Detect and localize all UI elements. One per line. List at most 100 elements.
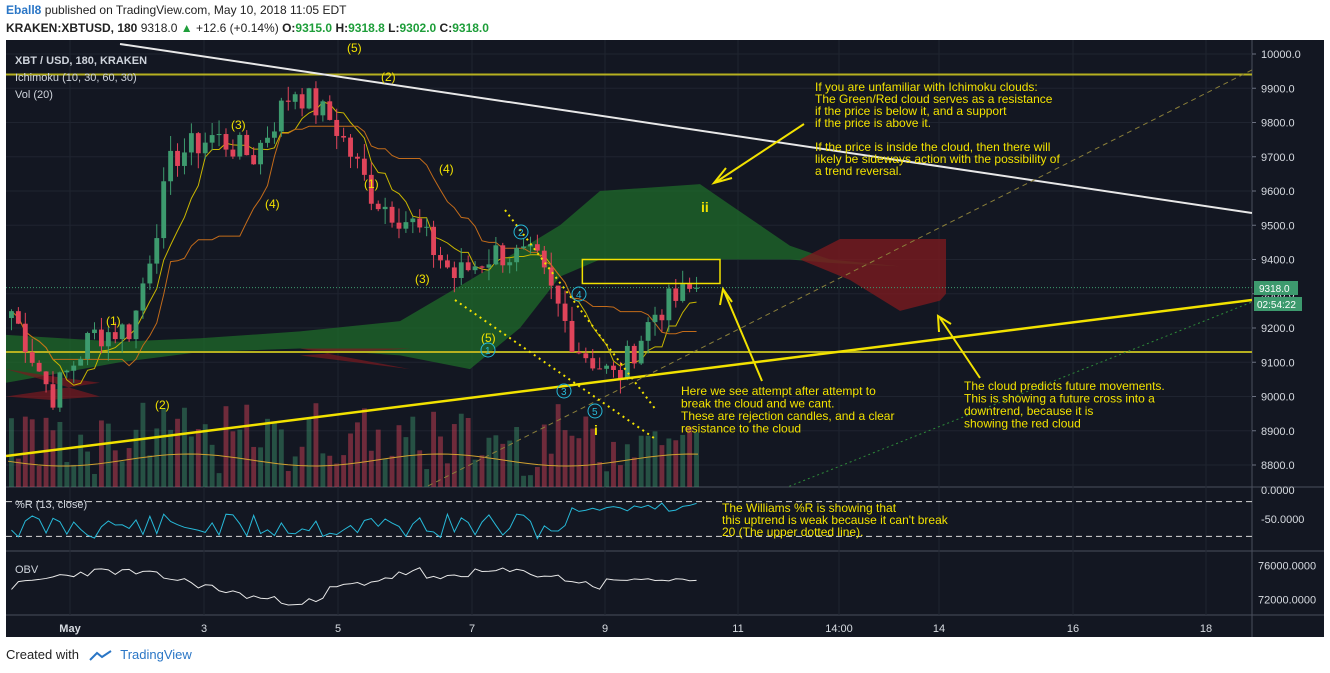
arrow-line: [715, 123, 805, 183]
candle-body: [534, 244, 540, 251]
circle-marker: [513, 224, 529, 240]
candle-body: [182, 152, 187, 166]
volume-bar: [514, 427, 520, 487]
candle-body: [659, 314, 665, 321]
up-arrow-icon: ▲: [180, 21, 193, 35]
volume-bar: [154, 428, 160, 487]
volume-bar: [188, 436, 194, 487]
candle-body: [147, 263, 153, 284]
wave-label: 2: [518, 228, 524, 239]
volume-bar: [278, 429, 284, 487]
volume-bar: [576, 438, 582, 487]
candle-body: [500, 245, 506, 266]
x-tick-label: May: [59, 623, 81, 635]
volume-bar: [396, 425, 402, 487]
volume-bar: [223, 406, 229, 487]
y-tick-label: 10000.0: [1261, 49, 1301, 61]
price-badge: [1254, 281, 1298, 295]
volume-bar: [638, 435, 644, 487]
volume-bar: [562, 430, 568, 487]
arrow-line: [939, 317, 981, 379]
wave-label: (1): [364, 177, 379, 191]
candle-body: [57, 372, 63, 408]
annotation-line: this uptrend is weak because it can't br…: [722, 513, 949, 527]
volume-bar: [645, 435, 651, 487]
low-label: L:: [388, 21, 400, 35]
volume-bar: [375, 429, 381, 487]
volume-bar: [368, 450, 374, 487]
volume-bar: [493, 435, 499, 487]
volume-bar: [687, 426, 693, 487]
volume-bar: [50, 430, 56, 487]
y-tick-label: 9900.0: [1261, 83, 1295, 95]
footer-brand[interactable]: TradingView: [120, 647, 192, 662]
obv-tick-label: 76000.0000: [1258, 560, 1316, 572]
open-label: O:: [282, 21, 296, 35]
candle-body: [348, 137, 353, 157]
candle-body: [507, 262, 513, 266]
williams-r-pane: 0.0000 -50.0000: [6, 485, 1304, 540]
candle-body: [175, 150, 180, 166]
volume-bar: [624, 444, 630, 487]
candle-body: [50, 384, 56, 408]
volume-bar: [244, 404, 250, 487]
candle-body: [140, 283, 146, 311]
rejection-box[interactable]: [581, 258, 721, 285]
circle-marker: [480, 342, 496, 358]
volume-bar: [355, 422, 360, 487]
annotation-line: This is showing a future cross into a: [964, 392, 1155, 406]
wave-label: (4): [439, 162, 454, 176]
arrow-line: [723, 290, 763, 382]
candle-body: [666, 288, 672, 321]
candle-body: [216, 134, 222, 136]
volume-bar: [92, 473, 97, 487]
wave-label: (1): [106, 314, 121, 328]
y-tick-label: 9100.0: [1261, 357, 1295, 369]
circle-marker: [571, 286, 587, 302]
candle-body: [292, 94, 298, 102]
volume-bar: [292, 456, 298, 487]
volume-bar: [202, 424, 208, 487]
volume-bar: [126, 448, 132, 487]
candle-body: [590, 358, 596, 369]
annotation-ichimoku: If you are unfamiliar with Ichimoku clou…: [815, 80, 1060, 178]
author-name[interactable]: Eball8: [6, 3, 42, 17]
candle-body: [631, 345, 637, 364]
volume-bar: [15, 458, 21, 487]
candle-body: [403, 222, 409, 229]
legend-vol: Vol (20): [15, 89, 53, 101]
volume-bar: [659, 445, 665, 487]
candle-body: [514, 248, 520, 263]
cloud-red: [6, 369, 100, 400]
resistance-trendline[interactable]: [119, 43, 1252, 214]
candle-body: [465, 262, 471, 271]
candle-body: [479, 266, 485, 268]
candle-body: [92, 329, 97, 334]
support-trendline[interactable]: [6, 298, 1252, 458]
wave-label: (2): [155, 398, 170, 412]
candle-body: [451, 267, 457, 278]
channel-line: [424, 69, 1252, 487]
wr-tick-label: -50.0000: [1261, 514, 1304, 526]
volume-bar: [348, 433, 353, 487]
candle-body: [43, 371, 49, 385]
candle-body: [126, 324, 132, 340]
candle-body: [133, 310, 139, 340]
candle-body: [541, 250, 547, 268]
volume-bar: [313, 403, 319, 487]
x-tick-label: 3: [201, 623, 207, 635]
y-tick-label: 9800.0: [1261, 118, 1295, 130]
candle-body: [368, 174, 374, 204]
volume-bar: [306, 417, 312, 487]
volume-bar: [389, 455, 395, 487]
candle-body: [604, 365, 610, 369]
volume-bar: [431, 411, 437, 487]
candle-body: [202, 142, 208, 154]
candle-body: [188, 133, 194, 153]
volume-bar: [465, 417, 471, 487]
annotation-line: if the price is below it, and a support: [815, 104, 1007, 118]
wave-label: 3: [561, 387, 567, 398]
last-price: 9318.0: [140, 21, 178, 35]
